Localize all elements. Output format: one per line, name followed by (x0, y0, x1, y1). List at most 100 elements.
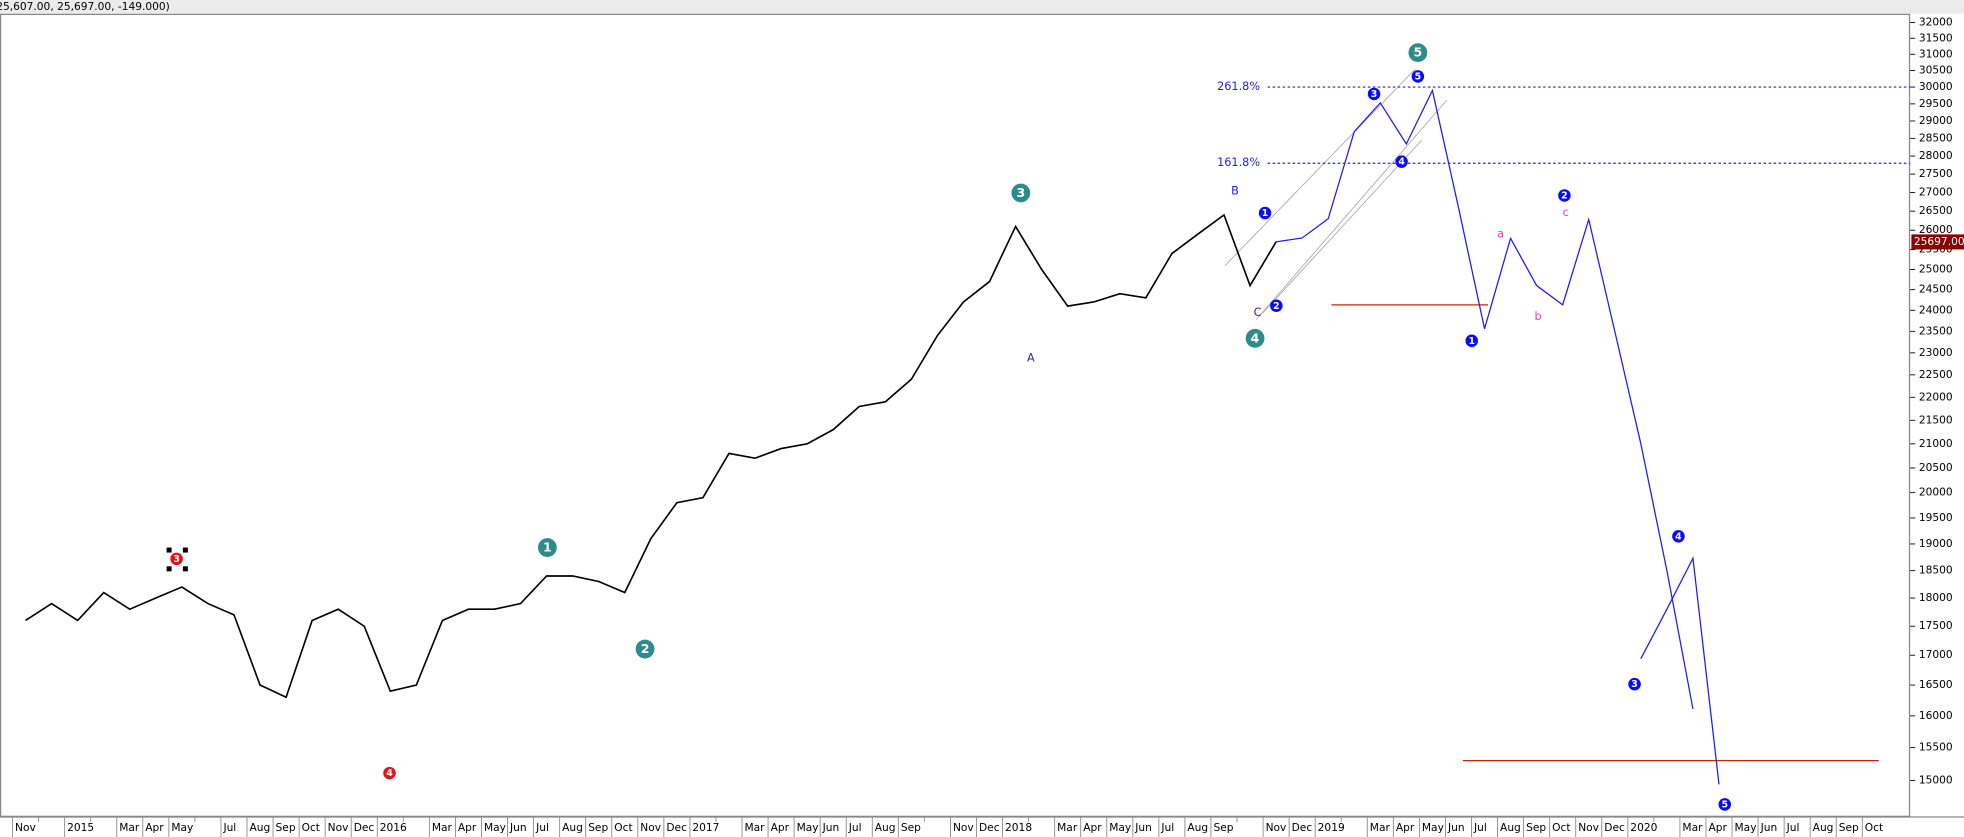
x-tick-label: Oct (1865, 821, 1883, 834)
y-tick-label: 15500 (1919, 741, 1953, 754)
y-tick-label: 24500 (1919, 283, 1953, 296)
wave-label: a (1497, 227, 1504, 240)
x-tick-label: Nov (640, 821, 661, 834)
wave-label: 2 (1273, 301, 1280, 312)
x-tick-label: Dec (666, 821, 687, 834)
x-tick-label: Nov (953, 821, 974, 834)
wave-badge (1011, 183, 1031, 203)
y-tick-label: 23500 (1919, 324, 1953, 337)
y-tick-label: 19500 (1919, 511, 1953, 524)
y-tick-label: 28500 (1919, 131, 1953, 144)
wave-badge (537, 538, 557, 557)
x-tick-label: Mar (432, 821, 453, 834)
wave-label: 1 (1468, 336, 1475, 347)
header-text: 25,607.00, 25,697.00, -149.000) (0, 0, 170, 13)
x-tick-label: Aug (250, 821, 271, 834)
x-tick-label: Apr (458, 821, 477, 834)
x-tick-label: May (484, 821, 506, 834)
x-tick-label: Apr (771, 821, 790, 834)
x-tick-label: Oct (614, 821, 632, 834)
y-tick-label: 25000 (1919, 262, 1953, 275)
x-tick-label: Jun (1134, 821, 1152, 834)
marker-corner (166, 566, 172, 572)
wave-badge (1367, 87, 1381, 101)
y-tick-label: 22500 (1919, 368, 1953, 381)
x-tick-label: Apr (1396, 821, 1415, 834)
wave-label: C (1254, 306, 1262, 319)
header-bar (0, 0, 1964, 14)
x-tick-label: Dec (1604, 821, 1625, 834)
x-tick-label: Nov (15, 821, 36, 834)
y-tick-label: 18500 (1919, 564, 1953, 577)
y-tick-label: 29500 (1919, 97, 1953, 110)
wave-label: 2 (1561, 191, 1568, 202)
y-tick-label: 27500 (1919, 167, 1953, 180)
wave-label: 5 (1415, 72, 1422, 83)
current-price-label: 25697.00 (1914, 235, 1964, 248)
wave-label: 3 (173, 554, 180, 565)
x-tick-label: May (1109, 821, 1131, 834)
current-price-box (1911, 234, 1964, 250)
x-tick-label: Oct (1552, 821, 1570, 834)
wave-label: 1 (543, 540, 552, 555)
wave-label: b (1535, 310, 1542, 323)
marker-corner (166, 547, 172, 553)
x-tick-label: Apr (1708, 821, 1727, 834)
wave-label: A (1027, 351, 1035, 364)
x-tick-label: Apr (145, 821, 164, 834)
wave-badge (1408, 43, 1428, 63)
series-line (1276, 88, 1694, 710)
wave-badge (1558, 189, 1571, 202)
x-tick-label: Dec (1292, 821, 1313, 834)
wave-badge (1270, 299, 1283, 312)
x-tick-label: 2015 (67, 821, 94, 834)
selection-marker (166, 547, 188, 572)
wave-label: c (1563, 206, 1569, 219)
y-tick-label: 21500 (1919, 413, 1953, 426)
wave-badge (383, 766, 396, 780)
y-tick-label: 16500 (1919, 678, 1953, 691)
wave-badge (1718, 798, 1732, 811)
x-tick-label: Mar (745, 821, 766, 834)
channel-lines (1224, 68, 1448, 320)
wave-badge (1672, 530, 1685, 543)
x-tick-label: Nov (1266, 821, 1287, 834)
x-tick-label: Sep (1526, 821, 1546, 834)
wave-label: 3 (1016, 185, 1025, 200)
wave-badge (1245, 328, 1265, 348)
x-tick-label: 2019 (1318, 821, 1345, 834)
y-tick-label: 18000 (1919, 591, 1953, 604)
y-tick-label: 17000 (1919, 648, 1953, 661)
x-tick-label: Aug (1500, 821, 1521, 834)
x-tick-label: Jul (1473, 821, 1487, 834)
wave-label: B (1231, 185, 1239, 198)
y-tick-label: 20000 (1919, 486, 1953, 499)
y-tick-label: 31500 (1919, 31, 1953, 44)
x-tick-label: Mar (119, 821, 140, 834)
y-tick-label: 24000 (1919, 303, 1953, 316)
wave-badge (170, 552, 183, 566)
x-tick-label: Sep (588, 821, 608, 834)
x-tick-label: Jun (822, 821, 840, 834)
wave-label: 5 (1414, 45, 1423, 60)
x-tick-label: Nov (1578, 821, 1599, 834)
marker-corner (182, 566, 188, 572)
series-line (25, 213, 1277, 699)
x-tick-label: Aug (562, 821, 583, 834)
x-tick-label: Jun (509, 821, 527, 834)
wave-label: 4 (386, 768, 393, 779)
channel-line (1262, 140, 1422, 314)
x-tick-label: Jul (848, 821, 862, 834)
x-tick-label: 2017 (692, 821, 719, 834)
x-tick-label: Aug (1813, 821, 1834, 834)
x-tick-label: May (1422, 821, 1444, 834)
x-tick-label: 2016 (380, 821, 407, 834)
x-tick-label: Jun (1447, 821, 1465, 834)
y-tick-label: 30500 (1919, 64, 1953, 77)
wave-badge (1411, 70, 1425, 83)
x-tick-label: Dec (979, 821, 1000, 834)
x-tick-label: Sep (1213, 821, 1233, 834)
y-tick-label: 32000 (1919, 16, 1953, 29)
y-tick-label: 27000 (1919, 185, 1953, 198)
fib-level-label: 161.8% (1217, 156, 1260, 169)
